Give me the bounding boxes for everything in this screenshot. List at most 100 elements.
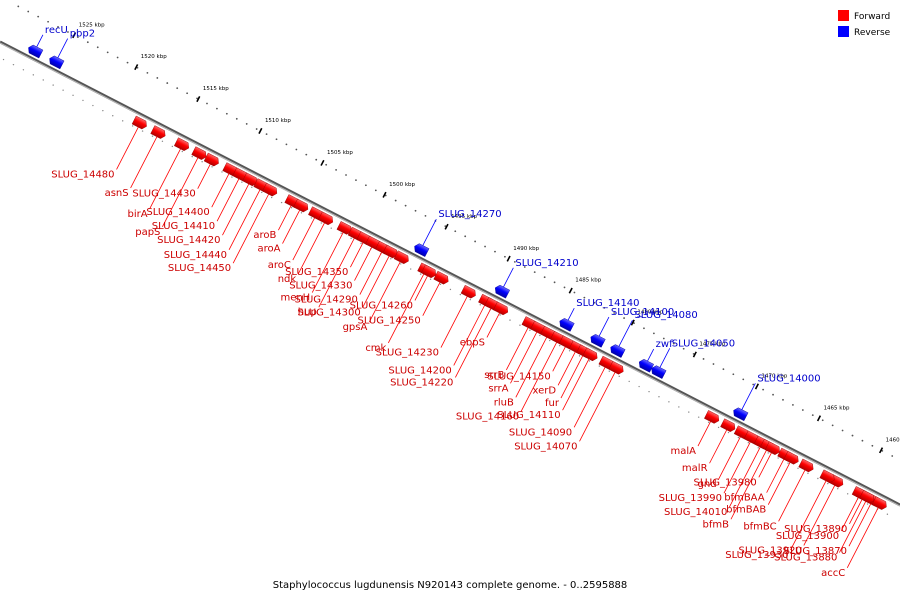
gene-shape	[150, 125, 166, 139]
gene-label-slug-14220: SLUG_14220	[390, 377, 453, 388]
gene-label-slug-13930: SLUG_13930	[725, 550, 788, 561]
gene-arrow-slug-14270	[414, 243, 430, 257]
gene-arrow-slug-14070	[608, 360, 624, 375]
lower-ruler-dot	[707, 421, 710, 423]
ruler-tick	[72, 32, 77, 39]
gene-label-gpsa: gpsA	[343, 322, 368, 333]
gene-label-menh: menH	[280, 293, 310, 304]
lower-ruler-dot	[837, 488, 839, 490]
gene-label-slug-14400: SLUG_14400	[146, 207, 209, 218]
lower-ruler-dot	[469, 298, 471, 301]
ruler-dot	[156, 77, 159, 79]
ruler-dot	[613, 312, 616, 314]
ruler-tick	[754, 383, 760, 390]
gene-label-slug-14100: SLUG_14100	[611, 307, 674, 318]
ruler-tick-label: 1490 kbp	[513, 246, 539, 252]
gene-arrow-malr	[720, 418, 736, 432]
ruler-dot	[364, 184, 367, 187]
leader-line	[149, 148, 181, 210]
lower-ruler-dot	[539, 334, 541, 337]
gene-label-slug-14250: SLUG_14250	[357, 316, 420, 327]
lower-ruler-dot	[827, 482, 829, 485]
leader-line	[228, 189, 261, 250]
leader-line	[848, 503, 872, 547]
gene-label-bfmbab: bfmBAB	[726, 505, 766, 516]
gene-arrow-slug-14230	[460, 284, 476, 299]
ruler-dot	[275, 138, 278, 141]
gene-arrow-zwf	[639, 358, 655, 373]
lower-ruler-dot	[578, 355, 581, 357]
ruler-dot	[464, 235, 467, 238]
leader-line	[778, 469, 806, 522]
ruler-dot	[801, 409, 804, 411]
gene-arrow-slug-14140	[559, 318, 575, 332]
ruler-dot	[245, 123, 248, 125]
backbone-highlight	[0, 42, 900, 507]
gene-track	[28, 44, 887, 510]
ruler-dot	[295, 148, 298, 151]
ruler-dot	[821, 419, 824, 422]
gene-shape	[460, 284, 476, 299]
ruler-dot	[543, 276, 546, 279]
ruler-dot	[662, 337, 665, 340]
lower-ruler-dot	[668, 401, 670, 403]
leader-line	[297, 222, 325, 275]
lower-ruler-dot	[280, 201, 283, 204]
gene-shape	[414, 243, 430, 257]
gene-label-slug-13900: SLUG_13900	[776, 531, 839, 542]
ruler-dot	[315, 158, 318, 161]
leader-line	[162, 157, 199, 227]
lower-ruler-dot	[598, 365, 601, 367]
lower-ruler-dot	[409, 268, 412, 270]
lower-ruler-dot	[62, 89, 64, 91]
leader-line	[766, 459, 785, 493]
lower-ruler-dot	[330, 227, 332, 229]
leader-line	[222, 183, 250, 236]
lower-ruler-dot	[22, 69, 25, 71]
leader-line	[232, 194, 269, 264]
gene-arrow-asns	[150, 125, 166, 139]
ruler-dot	[335, 169, 337, 171]
ruler-dot	[345, 174, 347, 176]
lower-ruler-dot	[72, 94, 74, 97]
gene-arrow-slug-14210	[495, 284, 511, 299]
leader-line	[839, 501, 867, 553]
leader-line	[368, 261, 401, 323]
ruler-dot	[27, 10, 30, 13]
ruler-dot	[265, 133, 268, 136]
ruler-dot	[504, 255, 506, 258]
ruler-dot	[225, 112, 228, 115]
lower-ruler-dot	[390, 258, 392, 260]
gene-arrow-recu	[28, 44, 44, 59]
lower-ruler-dot	[320, 222, 323, 224]
leader-line	[573, 367, 606, 428]
gene-shape	[559, 318, 575, 332]
gene-label-slug-14300: SLUG_14300	[297, 307, 360, 318]
ruler-tick-label: 1485 kbp	[575, 278, 601, 284]
gene-arrow-bfmbab	[783, 450, 799, 465]
leader-line	[36, 34, 44, 48]
gene-label-ndk: ndk	[278, 274, 297, 285]
lower-ruler-dot	[82, 99, 84, 102]
ruler-tick-label: 1495 kbp	[451, 214, 477, 220]
leader-line	[216, 178, 240, 222]
ruler-dot	[702, 358, 705, 360]
ruler-dot	[553, 281, 556, 284]
leader-line	[354, 247, 373, 281]
ruler-dot	[593, 301, 596, 304]
lower-ruler-dot	[151, 135, 154, 137]
gene-label-slug-14080: SLUG_14080	[634, 310, 697, 321]
leader-line	[116, 127, 139, 170]
gene-label-rlub: rluB	[494, 397, 514, 408]
leader-line	[503, 267, 514, 288]
ruler-dot	[494, 250, 496, 253]
leader-line	[697, 421, 711, 447]
ruler-dot	[355, 179, 357, 182]
lower-ruler-dot	[797, 467, 799, 469]
ruler-dot	[37, 15, 40, 18]
ruler-tick	[630, 319, 635, 326]
lower-ruler-dot	[439, 283, 442, 286]
leader-line	[282, 210, 301, 244]
lower-ruler-dot	[817, 477, 819, 480]
leader-line	[846, 507, 879, 569]
